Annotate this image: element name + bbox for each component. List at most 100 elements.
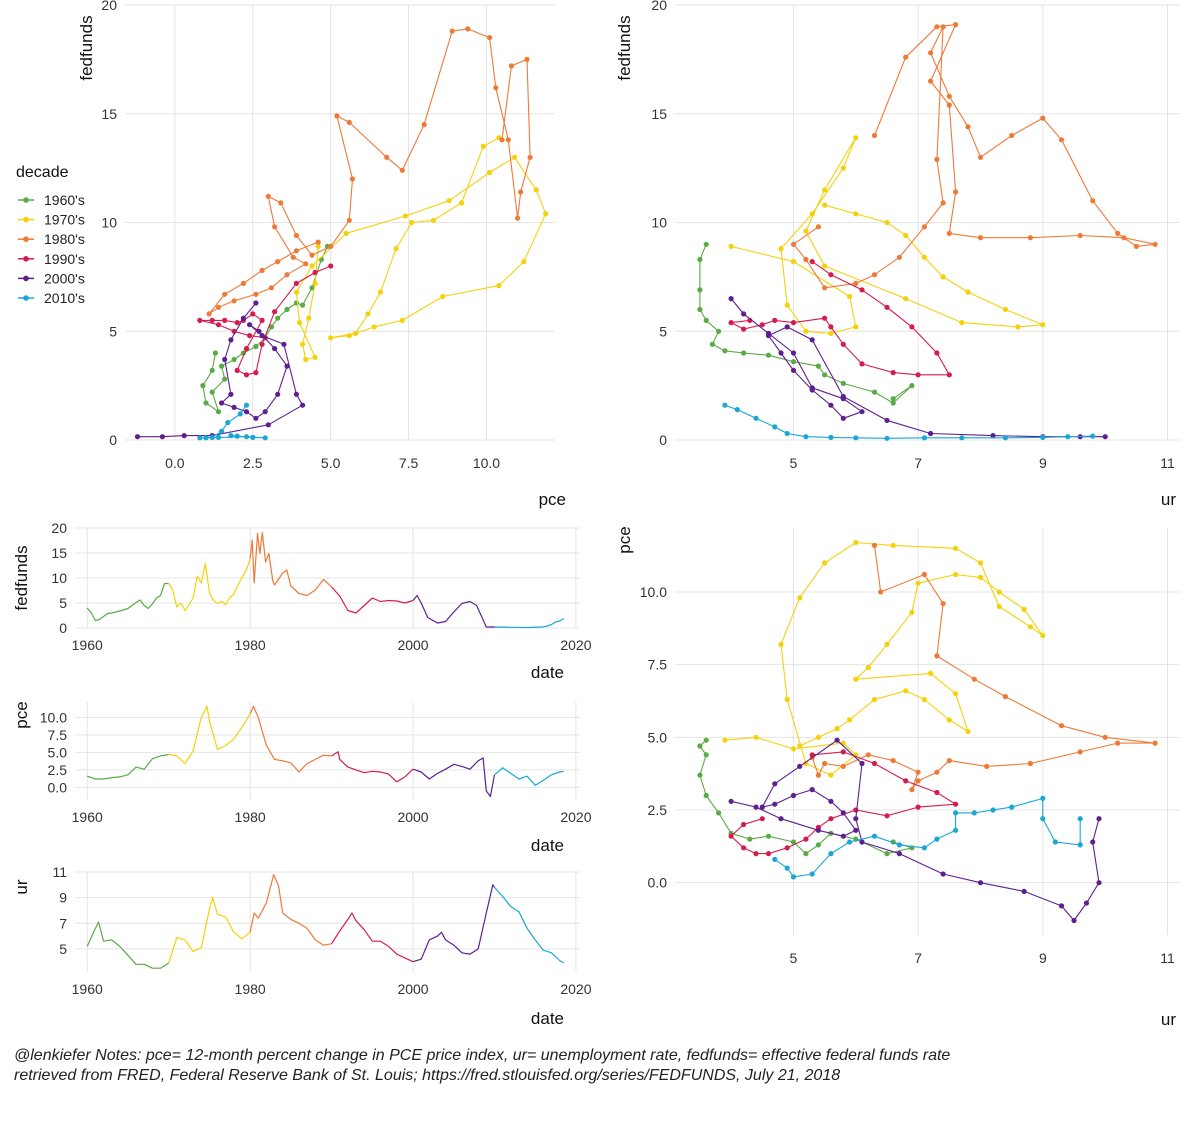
data-point (458, 200, 465, 206)
data-point (1040, 633, 1046, 639)
data-point (803, 836, 809, 842)
data-point (940, 601, 946, 607)
y-tick-label: 7 (59, 915, 67, 931)
data-point (1040, 115, 1046, 121)
data-point (934, 653, 940, 659)
gridlines (75, 871, 580, 972)
gridlines (675, 528, 1180, 935)
data-point (803, 328, 809, 334)
data-point (896, 851, 903, 857)
data-point (200, 383, 206, 389)
data-point (828, 798, 834, 804)
data-point (921, 224, 928, 230)
gridlines (75, 702, 580, 800)
data-point (430, 217, 437, 223)
series-line (87, 753, 169, 780)
data-point (1021, 888, 1027, 895)
data-point (934, 156, 940, 162)
data-point (884, 304, 890, 310)
data-point (884, 435, 890, 441)
data-point (346, 333, 352, 339)
data-point (515, 215, 521, 221)
data-point (527, 154, 533, 160)
data-point (859, 839, 865, 845)
data-point (728, 296, 734, 302)
data-point (953, 571, 959, 578)
data-point (809, 787, 815, 793)
series-1970s (722, 539, 1046, 778)
series-1960s (86, 921, 170, 969)
data-point (977, 574, 984, 581)
y-tick-label: 0 (109, 432, 117, 448)
data-point (1096, 816, 1102, 822)
data-point (1133, 243, 1139, 249)
data-point (222, 376, 228, 382)
x-tick-label: 5.0 (321, 455, 341, 471)
data-point (840, 810, 846, 816)
y-tick-label: 15 (51, 545, 67, 561)
data-point (1115, 740, 1121, 746)
data-point (934, 789, 940, 796)
data-point (971, 810, 977, 816)
data-point (853, 435, 859, 441)
data-point (256, 328, 262, 334)
series-2000s (412, 757, 496, 798)
series-line (494, 617, 565, 629)
data-point (533, 187, 539, 193)
data-point (262, 409, 268, 415)
data-point (203, 400, 209, 406)
chart-pce-time: 1960 1980 2000 2020 0.02.5 5.07.5 10.0 date pce (12, 701, 592, 855)
x-tick-label: 2000 (397, 637, 428, 653)
y-axis-label: pce (12, 701, 31, 728)
data-point (915, 580, 921, 586)
data-point (741, 821, 747, 828)
data-point (1077, 232, 1083, 239)
legend-item: 1960's (18, 192, 85, 208)
data-point (1021, 606, 1027, 613)
series-1970s (168, 705, 251, 765)
data-point (1009, 804, 1015, 810)
y-tick-label: 2.5 (648, 802, 668, 818)
data-point (346, 217, 352, 223)
x-tick-label: 11 (1160, 950, 1175, 966)
x-tick-label: 2.5 (243, 455, 263, 471)
y-tick-label: 20 (651, 0, 667, 13)
data-point (203, 435, 209, 441)
data-point (728, 833, 734, 839)
data-point (243, 409, 250, 415)
data-point (365, 311, 371, 317)
legend-label: 2010's (44, 290, 85, 306)
data-point (741, 845, 747, 851)
x-tick-label: 5 (790, 455, 798, 471)
data-point (741, 326, 747, 332)
data-point (209, 389, 215, 395)
series-1970s (293, 135, 549, 363)
series-1970s (728, 135, 1046, 336)
data-point (928, 50, 934, 56)
data-point (278, 200, 284, 206)
data-point (243, 434, 250, 440)
data-point (1058, 723, 1065, 729)
data-point (921, 571, 928, 578)
data-point (206, 311, 212, 317)
series-line (792, 24, 1156, 289)
x-tick-label: 7 (914, 950, 922, 966)
data-point (853, 135, 859, 141)
data-point (1009, 132, 1015, 139)
x-tick-label: 9 (1039, 950, 1047, 966)
series-line (730, 261, 950, 376)
y-axis-label: pce (615, 526, 634, 553)
data-point (822, 315, 828, 321)
data-point (946, 93, 952, 99)
data-point (809, 387, 815, 393)
data-point (878, 589, 884, 595)
data-point (803, 256, 809, 263)
series-line (724, 541, 1044, 776)
series-line (86, 921, 170, 969)
data-point (1002, 306, 1009, 313)
data-point (543, 211, 549, 217)
data-point (240, 280, 246, 286)
data-point (946, 102, 952, 108)
x-tick-label: 7 (914, 455, 922, 471)
legend-label: 2000's (44, 270, 85, 286)
